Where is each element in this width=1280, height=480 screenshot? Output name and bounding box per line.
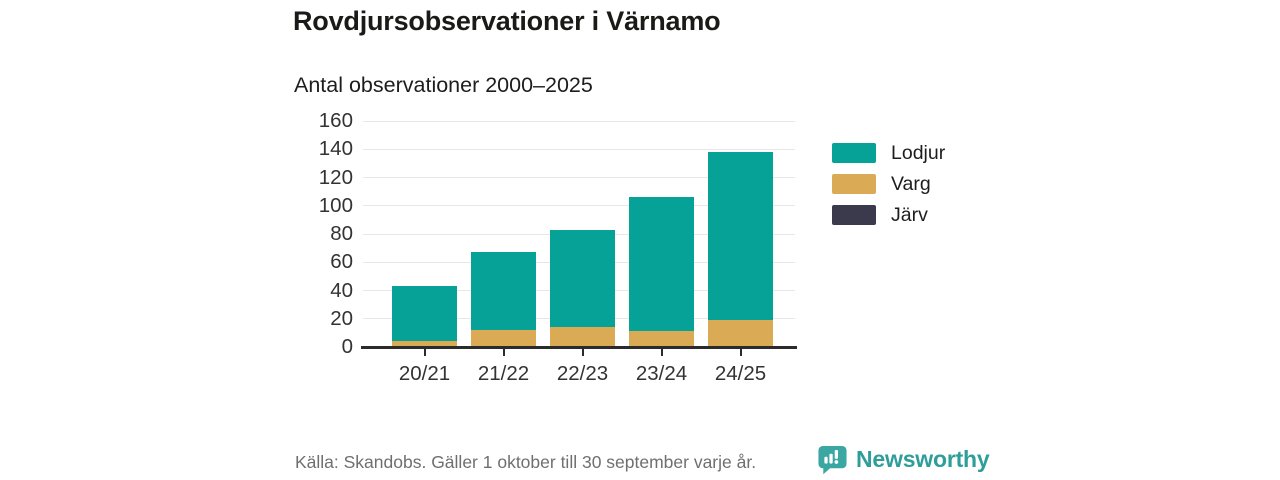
bar-segment-varg-23-24 [629, 331, 694, 346]
newsworthy-brand: Newsworthy [817, 444, 990, 475]
x-tick-mark-21-22 [502, 349, 505, 356]
y-tick-label-160: 160 [318, 109, 353, 132]
legend-swatch-varg [832, 174, 876, 194]
gridline-120 [363, 177, 795, 178]
chart-subtitle: Antal observationer 2000–2025 [294, 73, 593, 97]
bar-segment-varg-24-25 [708, 320, 773, 346]
legend-swatch-lodjur [832, 143, 876, 163]
y-tick-label-120: 120 [318, 165, 353, 189]
chart-title: Rovdjursobservationer i Värnamo [293, 6, 721, 36]
legend-label-lodjur: Lodjur [891, 142, 946, 164]
bar-segment-varg-20-21 [392, 341, 457, 346]
bar-segment-varg-21-22 [471, 330, 536, 346]
legend-item-järv: Järv [832, 205, 945, 225]
gridline-160 [363, 120, 795, 122]
legend-swatch-järv [832, 205, 876, 225]
source-note: Källa: Skandobs. Gäller 1 oktober till 3… [295, 452, 757, 472]
newsworthy-wordmark: Newsworthy [856, 446, 990, 472]
x-tick-mark-23-24 [660, 349, 663, 356]
x-axis-line [361, 345, 797, 349]
x-tick-mark-20-21 [423, 349, 426, 356]
y-tick-label-60: 60 [330, 250, 353, 274]
bar-segment-lodjur-22-23 [550, 229, 615, 328]
y-tick-label-100: 100 [318, 193, 353, 217]
gridline-140 [363, 148, 795, 150]
newsworthy-logo-icon [817, 444, 848, 475]
legend-item-lodjur: Lodjur [832, 143, 945, 163]
y-tick-label-0: 0 [341, 335, 353, 358]
x-tick-label-22-23: 22/23 [556, 362, 609, 385]
y-tick-label-20: 20 [330, 306, 353, 330]
bar-segment-varg-22-23 [550, 327, 615, 346]
x-tick-label-20-21: 20/21 [398, 362, 451, 385]
legend-item-varg: Varg [832, 174, 945, 194]
y-tick-label-140: 140 [318, 137, 353, 161]
x-tick-label-21-22: 21/22 [477, 362, 530, 385]
bar-segment-lodjur-23-24 [629, 197, 694, 332]
legend-label-varg: Varg [891, 173, 931, 195]
y-tick-label-40: 40 [330, 278, 353, 302]
legend: Lodjur Varg Järv [832, 143, 945, 225]
bar-segment-lodjur-20-21 [392, 286, 457, 342]
legend-label-järv: Järv [891, 204, 928, 226]
x-tick-mark-22-23 [581, 349, 584, 356]
x-tick-label-23-24: 23/24 [635, 362, 688, 385]
x-tick-mark-24-25 [739, 349, 742, 356]
bar-segment-lodjur-24-25 [708, 152, 773, 321]
x-tick-label-24-25: 24/25 [714, 362, 767, 385]
gridline-100 [363, 205, 795, 207]
bar-segment-lodjur-21-22 [471, 252, 536, 331]
y-tick-label-80: 80 [330, 222, 353, 245]
